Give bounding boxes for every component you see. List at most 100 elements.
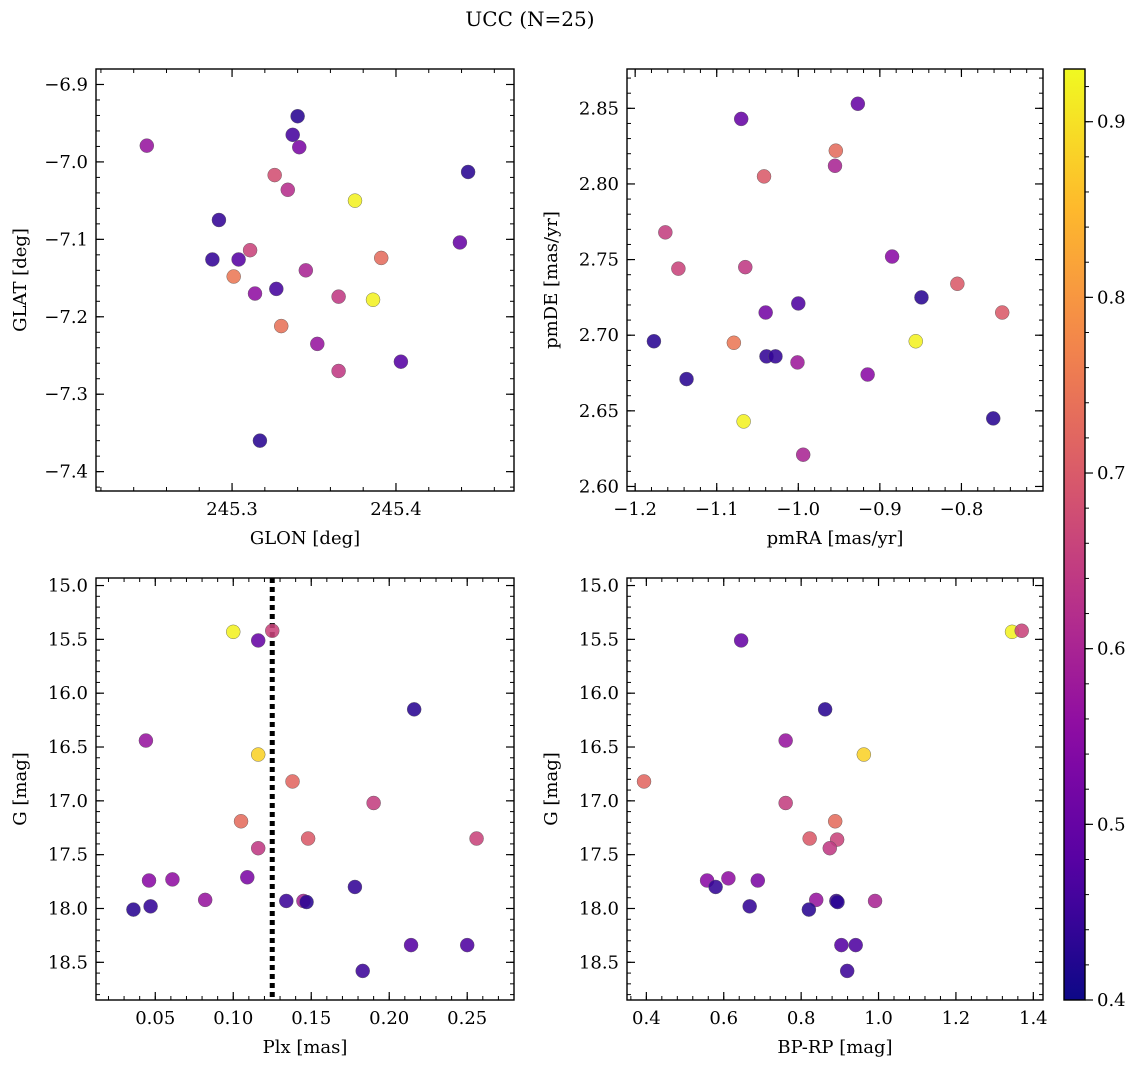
y-tick-label: 18.5 bbox=[48, 952, 88, 973]
data-point bbox=[452, 235, 468, 250]
x-tick-label: 0.10 bbox=[213, 1008, 253, 1029]
data-point bbox=[205, 252, 220, 267]
y-tick-label: −7.3 bbox=[44, 384, 88, 405]
colorbar-tick-label: 0.9 bbox=[1097, 112, 1126, 133]
data-point bbox=[908, 334, 923, 349]
data-point bbox=[768, 349, 783, 364]
x-tick-label: 1.4 bbox=[1019, 1008, 1048, 1029]
data-point bbox=[138, 733, 154, 748]
data-point bbox=[265, 623, 280, 638]
colorbar-gradient bbox=[1064, 69, 1085, 1000]
data-point bbox=[791, 296, 806, 311]
data-point bbox=[247, 286, 263, 301]
data-point bbox=[986, 411, 1001, 426]
data-point bbox=[347, 879, 363, 895]
y-tick-label: 16.0 bbox=[48, 683, 88, 704]
panel-bprp-g: 0.4 0.6 0.8 1.0 1.2 1.4 15.0 15.5 16.0 16.5 17.0 17… bbox=[541, 576, 1048, 1058]
data-point bbox=[285, 127, 300, 143]
y-tick-label: 15.5 bbox=[579, 629, 619, 650]
data-point bbox=[733, 111, 749, 127]
data-point bbox=[801, 902, 817, 917]
y-tick-label: 2.60 bbox=[579, 476, 619, 497]
data-point bbox=[884, 249, 900, 264]
points bbox=[646, 96, 1010, 462]
data-point bbox=[211, 212, 227, 228]
data-point bbox=[795, 447, 811, 462]
data-point bbox=[251, 747, 266, 762]
data-point bbox=[790, 355, 805, 370]
data-point bbox=[995, 305, 1010, 320]
data-point bbox=[355, 963, 370, 979]
colorbar-tick-label: 0.8 bbox=[1097, 287, 1126, 308]
y-tick-label: 17.0 bbox=[48, 791, 88, 812]
data-point bbox=[143, 899, 158, 914]
colorbar-tick-label: 0.7 bbox=[1097, 463, 1126, 484]
data-point bbox=[267, 167, 282, 183]
data-point bbox=[827, 158, 843, 174]
data-point bbox=[914, 290, 929, 305]
y-tick-label: 15.5 bbox=[48, 629, 88, 650]
x-tick-label: 1.0 bbox=[864, 1008, 893, 1029]
data-point bbox=[331, 289, 346, 304]
data-point bbox=[860, 367, 875, 382]
panel-plx-g: 0.05 0.10 0.15 0.20 0.25 15.0 15.5 16.0 16.5 17.0… bbox=[10, 576, 515, 1058]
data-point bbox=[460, 937, 475, 953]
data-point bbox=[828, 143, 844, 158]
data-point bbox=[671, 261, 686, 276]
x-tick-label: 0.15 bbox=[291, 1008, 331, 1029]
axes-frame bbox=[626, 68, 1044, 492]
data-point bbox=[331, 363, 346, 379]
x-tick-label: 0.4 bbox=[632, 1008, 661, 1029]
y-axis-label: G [mag] bbox=[10, 752, 31, 825]
y-tick-label: 18.0 bbox=[48, 898, 88, 919]
y-tick-label: 2.85 bbox=[579, 98, 619, 119]
data-point bbox=[736, 414, 751, 429]
data-point bbox=[393, 354, 409, 369]
data-point bbox=[242, 242, 258, 258]
y-tick-label: 2.65 bbox=[579, 401, 619, 422]
y-tick-label: 18.5 bbox=[579, 952, 619, 973]
data-point bbox=[290, 109, 305, 124]
y-tick-label: 2.70 bbox=[579, 325, 619, 346]
data-point bbox=[365, 292, 381, 307]
y-tick-label: −7.4 bbox=[44, 462, 88, 483]
data-point bbox=[827, 814, 843, 829]
colorbar-tick-label: 0.6 bbox=[1097, 639, 1126, 660]
y-tick-label: 2.80 bbox=[579, 174, 619, 195]
data-point bbox=[867, 893, 883, 909]
data-point bbox=[300, 831, 316, 846]
data-point bbox=[298, 263, 314, 278]
data-point bbox=[839, 963, 855, 979]
data-point bbox=[310, 336, 325, 352]
points bbox=[126, 623, 484, 979]
data-point bbox=[742, 899, 757, 914]
data-point bbox=[406, 702, 422, 717]
x-tick-label: 245.3 bbox=[206, 499, 258, 520]
data-point bbox=[469, 831, 484, 846]
data-point bbox=[141, 873, 157, 888]
y-axis-label: pmDE [mas/yr] bbox=[541, 211, 562, 349]
data-point bbox=[280, 182, 295, 197]
data-point bbox=[233, 814, 249, 829]
x-axis-label: GLON [deg] bbox=[250, 528, 360, 549]
y-axis-label: GLAT [deg] bbox=[10, 228, 31, 332]
x-tick-label: −0.9 bbox=[858, 499, 902, 520]
y-tick-label: −7.2 bbox=[44, 307, 88, 328]
axes-frame bbox=[95, 68, 515, 492]
x-axis-label: pmRA [mas/yr] bbox=[767, 528, 904, 549]
data-point bbox=[197, 892, 213, 908]
panel-pmra-pmde: −1.2 −1.1 −1.0 −0.9 −0.8 2.60 2.65 2.70 2.75 2.80… bbox=[541, 68, 1044, 549]
data-point bbox=[658, 225, 673, 240]
data-point bbox=[750, 873, 765, 888]
data-point bbox=[758, 305, 773, 320]
data-point bbox=[285, 774, 300, 789]
x-tick-label: −1.0 bbox=[776, 499, 820, 520]
y-tick-label: 16.5 bbox=[579, 737, 619, 758]
data-point bbox=[679, 371, 694, 387]
x-tick-label: 0.6 bbox=[709, 1008, 738, 1029]
panels: 245.3 245.4 −6.9 −7.0 −7.1 −7.2 −7.3 −7.4 GLON [… bbox=[10, 68, 1048, 1058]
data-point bbox=[226, 269, 241, 284]
data-point bbox=[848, 937, 863, 953]
data-point bbox=[251, 841, 266, 856]
